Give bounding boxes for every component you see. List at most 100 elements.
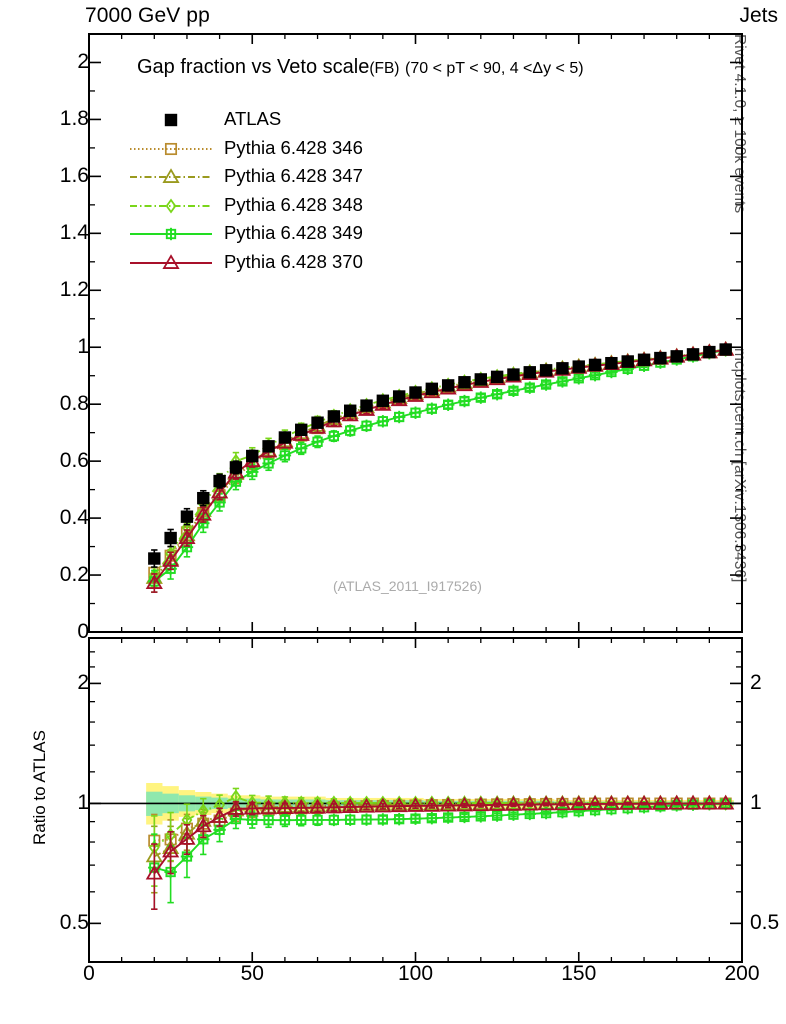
ratio-y-tick-label-right: 2 [750,671,762,695]
data-point-marker [344,813,357,826]
data-point-marker [703,345,716,359]
x-tick-label: 150 [561,962,597,985]
data-point-marker [311,416,324,429]
data-point-marker [602,795,620,810]
data-point-marker [213,474,226,488]
data-point-marker [295,442,308,455]
data-point-marker [654,351,667,365]
data-point-marker [441,379,455,392]
data-point-marker [635,794,653,810]
series-line [153,348,726,576]
data-point-marker [539,378,553,391]
data-point-marker [717,794,735,810]
data-point-marker [341,798,359,813]
data-point-marker [619,794,637,810]
plot-title-sub: (FB) [369,60,400,77]
data-point-marker [211,808,229,823]
data-point-marker [458,810,471,824]
data-point-marker [392,390,406,403]
legend-item-label: Pythia 6.428 370 [224,250,363,272]
legend-marker-square-cross-icon [128,222,218,246]
data-point-marker [621,355,634,368]
data-point-marker [246,813,259,827]
main-series-atlas [148,343,732,568]
plot-title: Gap fraction vs Veto scale(FB) (70 < pT … [137,56,584,79]
data-point-marker [572,372,585,385]
data-point-marker [670,350,683,363]
ratio-series-pythia-6-428-370 [145,794,735,911]
data-point-marker [686,348,700,361]
main-y-tick-label: 1.2 [59,278,89,302]
data-point-marker [409,386,422,399]
data-point-marker [327,410,341,423]
data-point-marker [474,373,487,386]
data-point-marker [455,796,474,812]
data-point-marker [441,811,455,824]
data-point-marker [392,410,406,424]
data-point-marker [327,813,341,827]
legend-item-label: ATLAS [224,108,282,129]
analysis-id-watermark: (ATLAS_2011_I917526) [333,578,482,594]
data-point-marker [194,817,212,833]
data-point-marker [246,449,259,463]
data-point-marker [572,804,585,818]
data-point-marker [243,799,261,815]
data-point-marker [148,552,161,565]
data-point-marker [684,794,702,810]
data-point-marker [164,531,177,545]
data-point-marker [360,813,373,826]
data-point-marker [507,368,520,381]
data-point-marker [425,382,439,396]
data-point-marker [441,398,455,411]
data-point-marker [344,404,357,417]
ratio-y-tick-label: 0.5 [59,911,89,935]
data-point-marker [276,799,294,814]
main-y-tick-label: 1.4 [59,221,89,245]
main-y-tick-label: 0.2 [59,563,89,587]
data-point-marker [194,505,212,521]
main-y-tick-label: 1.6 [59,164,89,188]
data-point-marker [227,800,245,815]
main-y-tick-label: 2 [77,50,89,74]
data-point-marker [262,457,275,470]
data-point-marker [523,366,536,379]
data-point-marker [490,809,504,822]
data-point-marker [425,402,439,415]
data-point-marker [425,811,439,825]
ratio-y-tick-label: 1 [77,791,89,815]
data-point-marker [490,370,504,384]
plot-title-main: Gap fraction vs Veto scale [137,56,370,78]
legend-item-label: Pythia 6.428 349 [224,222,363,243]
data-point-marker [376,813,390,826]
data-point-marker [325,798,343,814]
data-point-marker [553,795,572,811]
data-point-marker [458,376,471,389]
data-point-marker [474,391,487,404]
legend-marker-triangle-open-icon [128,251,218,275]
data-point-marker [556,806,569,819]
beam-energy-label: 7000 GeV pp [85,4,210,27]
data-point-marker [178,830,196,845]
data-point-marker [588,803,602,817]
data-point-marker [700,794,718,810]
data-point-marker [344,424,357,437]
data-point-marker [637,353,651,366]
legend-marker-square-filled-icon [128,108,218,132]
data-point-marker [327,429,341,443]
data-point-marker [262,440,275,453]
legend-item-label: Pythia 6.428 348 [224,193,363,215]
data-point-marker [507,384,520,398]
data-point-marker [376,415,390,428]
data-point-marker [537,795,555,811]
data-point-marker [556,375,569,388]
data-point-marker [654,800,667,813]
data-point-marker [311,813,324,827]
data-point-marker [178,529,196,544]
data-point-marker [426,795,438,811]
main-y-tick-label: 1.8 [59,107,89,131]
x-tick-label: 100 [397,962,434,985]
data-point-marker [360,399,373,412]
legend-item-label: Pythia 6.428 346 [224,136,363,158]
data-point-marker [278,431,292,444]
